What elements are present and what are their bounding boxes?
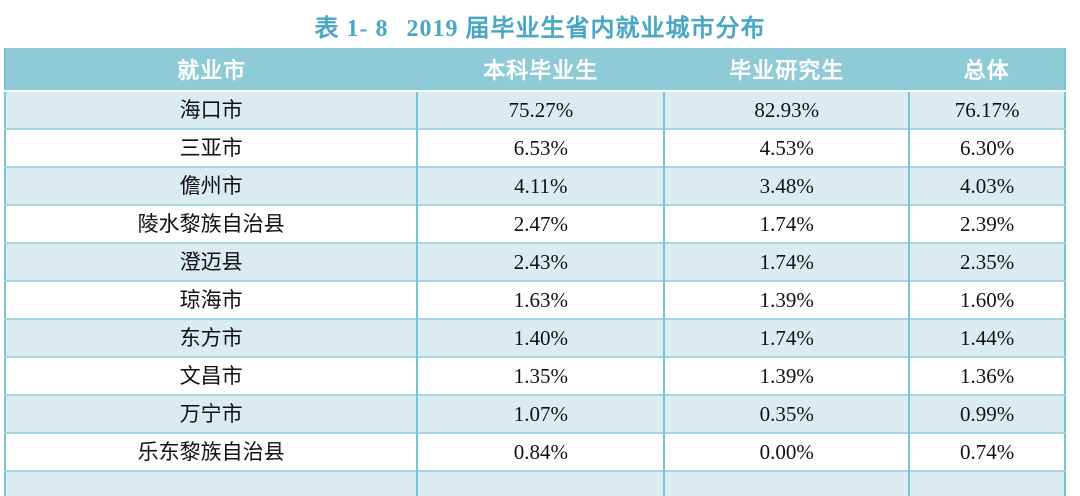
- table-row: 儋州市 4.11% 3.48% 4.03%: [5, 166, 1065, 205]
- table-row: 东方市 1.40% 1.74% 1.44%: [5, 318, 1065, 357]
- overall-value-cell: 0.74%: [908, 432, 1065, 471]
- overall-value-cell: 1.44%: [908, 318, 1065, 357]
- undergraduate-value-cell: 4.11%: [416, 166, 665, 205]
- city-cell: 海口市: [5, 90, 418, 129]
- overall-value-cell: 6.30%: [908, 128, 1065, 167]
- column-header-city: 就业市: [5, 48, 418, 91]
- employment-city-table: 就业市 本科毕业生 毕业研究生 总体 海口市 75.27% 82.93% 76.17%…: [4, 48, 1066, 496]
- overall-value-cell: 4.03%: [908, 166, 1065, 205]
- table-row: 三亚市 6.53% 4.53% 6.30%: [5, 128, 1065, 167]
- table-row: 澄迈县 2.43% 1.74% 2.35%: [5, 242, 1065, 281]
- undergraduate-value-cell: 0.84%: [416, 432, 665, 471]
- undergraduate-value-cell: 1.40%: [416, 318, 665, 357]
- table-row: 琼海市 1.63% 1.39% 1.60%: [5, 280, 1065, 319]
- overall-value-cell: 2.39%: [908, 204, 1065, 243]
- overall-value-cell: 1.60%: [908, 280, 1065, 319]
- table-row: 陵水黎族自治县 2.47% 1.74% 2.39%: [5, 204, 1065, 243]
- city-cell: 文昌市: [5, 356, 418, 395]
- table-row-partial: [5, 470, 1065, 496]
- overall-value-cell: 1.36%: [908, 356, 1065, 395]
- postgraduate-value-cell: 1.74%: [663, 204, 910, 243]
- postgraduate-value-cell: 0.00%: [663, 432, 910, 471]
- table-row: 海口市 75.27% 82.93% 76.17%: [5, 90, 1065, 129]
- postgraduate-value-cell: 82.93%: [663, 90, 910, 129]
- table-row: 万宁市 1.07% 0.35% 0.99%: [5, 394, 1065, 433]
- table-caption: 2019 届毕业生省内就业城市分布: [406, 16, 766, 42]
- postgraduate-value-cell: 1.39%: [663, 356, 910, 395]
- postgraduate-value-cell: 1.74%: [663, 242, 910, 281]
- postgraduate-value-cell: 3.48%: [663, 166, 910, 205]
- postgraduate-value-cell: 0.35%: [663, 394, 910, 433]
- overall-value-cell: 76.17%: [908, 90, 1065, 129]
- table-row: 乐东黎族自治县 0.84% 0.00% 0.74%: [5, 432, 1065, 471]
- undergraduate-value-cell: 6.53%: [416, 128, 665, 167]
- city-cell: 陵水黎族自治县: [5, 204, 418, 243]
- city-cell: 澄迈县: [5, 242, 418, 281]
- postgraduate-value-cell: 4.53%: [663, 128, 910, 167]
- table-body: 海口市 75.27% 82.93% 76.17% 三亚市 6.53% 4.53% 6.30% 儋…: [5, 90, 1065, 471]
- undergraduate-value-cell: 75.27%: [416, 90, 665, 129]
- undergraduate-value-cell: 2.43%: [416, 242, 665, 281]
- column-header-undergraduate: 本科毕业生: [417, 48, 665, 91]
- column-header-postgraduate: 毕业研究生: [664, 48, 910, 91]
- undergraduate-value-cell: 1.07%: [416, 394, 665, 433]
- overall-value-cell: 0.99%: [908, 394, 1065, 433]
- city-cell: 万宁市: [5, 394, 418, 433]
- table-number-label: 表 1- 8: [314, 16, 389, 42]
- undergraduate-value-cell: 1.63%: [416, 280, 665, 319]
- city-cell: 三亚市: [5, 128, 418, 167]
- header-row: 就业市 本科毕业生 毕业研究生 总体: [5, 48, 1065, 91]
- undergraduate-value-cell: 2.47%: [416, 204, 665, 243]
- city-cell: 儋州市: [5, 166, 418, 205]
- overall-value-cell: 2.35%: [908, 242, 1065, 281]
- column-header-overall: 总体: [909, 48, 1065, 91]
- table-title: 表 1- 8 2019 届毕业生省内就业城市分布: [0, 0, 1080, 48]
- city-cell: 琼海市: [5, 280, 418, 319]
- partial-cutoff-row: [5, 470, 1065, 496]
- table-row: 文昌市 1.35% 1.39% 1.36%: [5, 356, 1065, 395]
- table-header: 就业市 本科毕业生 毕业研究生 总体: [5, 48, 1065, 91]
- undergraduate-value-cell: 1.35%: [416, 356, 665, 395]
- postgraduate-value-cell: 1.74%: [663, 318, 910, 357]
- city-cell: 东方市: [5, 318, 418, 357]
- postgraduate-value-cell: 1.39%: [663, 280, 910, 319]
- city-cell: 乐东黎族自治县: [5, 432, 418, 471]
